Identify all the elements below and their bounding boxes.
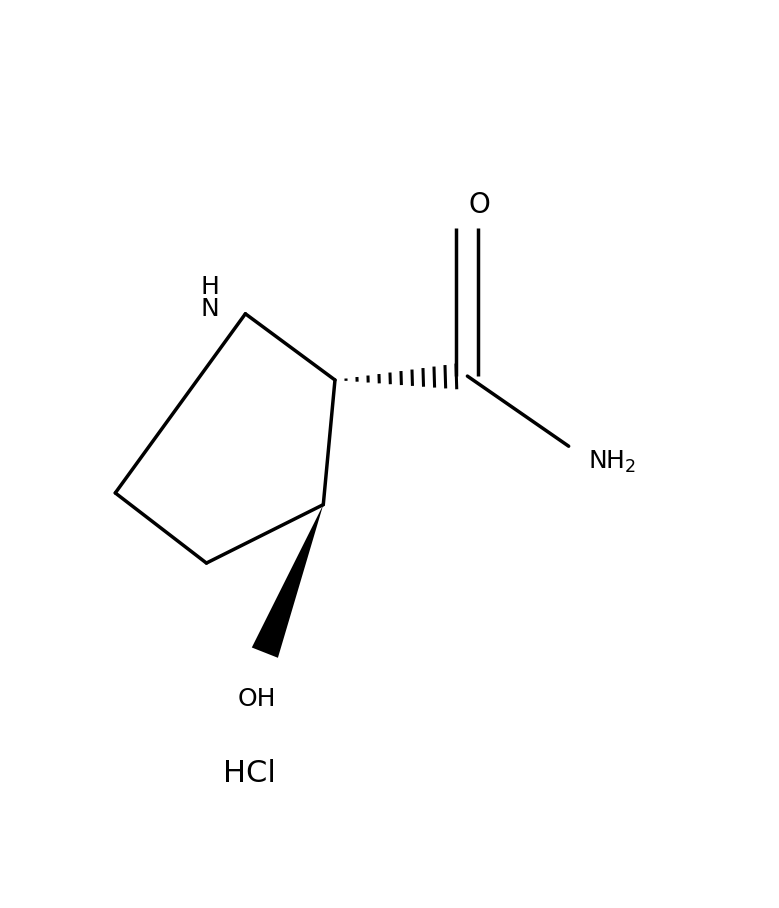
Text: NH$_2$: NH$_2$: [588, 449, 636, 475]
Text: HCl: HCl: [223, 759, 276, 788]
Text: O: O: [468, 191, 490, 219]
Text: H
N: H N: [201, 275, 220, 321]
Text: OH: OH: [238, 687, 277, 711]
Polygon shape: [252, 505, 323, 657]
